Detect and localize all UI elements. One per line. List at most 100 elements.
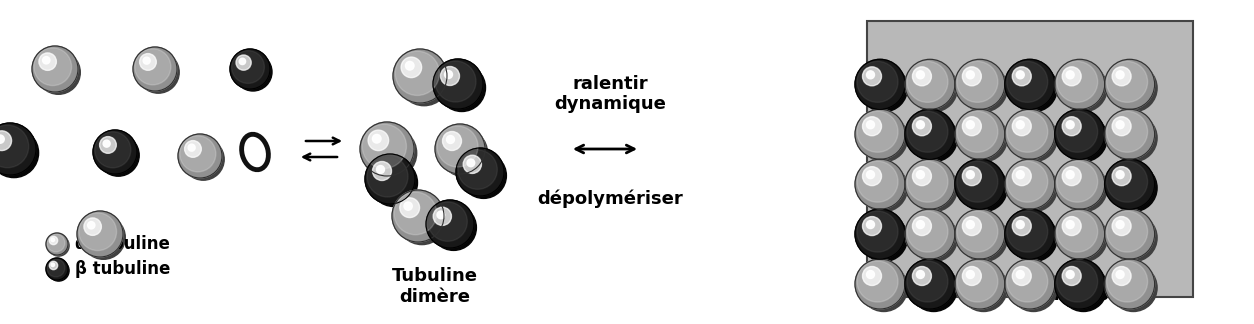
Circle shape [1106,111,1147,152]
Circle shape [913,267,932,285]
Circle shape [917,71,924,79]
Circle shape [959,164,1007,212]
Circle shape [867,121,874,129]
Circle shape [178,134,222,178]
Circle shape [49,236,58,245]
Circle shape [1062,167,1081,186]
Circle shape [436,126,478,167]
Circle shape [957,161,998,202]
Circle shape [1007,61,1048,102]
Circle shape [82,215,125,259]
Circle shape [917,271,924,279]
Circle shape [1012,67,1031,86]
Circle shape [138,52,179,93]
Circle shape [43,57,50,64]
Circle shape [1016,271,1025,279]
Circle shape [954,159,1004,209]
Circle shape [1110,164,1157,212]
Circle shape [907,211,948,252]
Circle shape [1009,164,1057,212]
Circle shape [910,164,957,212]
Circle shape [466,159,475,167]
Circle shape [1105,59,1155,109]
Circle shape [404,202,413,210]
Circle shape [1110,114,1157,162]
Circle shape [1060,64,1107,112]
Circle shape [438,211,445,219]
Circle shape [1112,267,1131,285]
Circle shape [143,57,150,64]
Circle shape [957,61,998,102]
Circle shape [1055,109,1105,159]
Circle shape [0,135,4,143]
Circle shape [1106,261,1147,302]
Circle shape [99,137,117,153]
Circle shape [1110,214,1157,261]
Circle shape [905,209,954,259]
Bar [867,21,1193,297]
Circle shape [863,267,882,285]
Circle shape [1060,164,1107,212]
Circle shape [863,167,882,186]
Text: Tubuline
dimère: Tubuline dimère [393,267,478,306]
Circle shape [398,195,446,245]
Circle shape [370,159,418,206]
Circle shape [0,123,36,175]
Circle shape [962,167,982,186]
Circle shape [103,140,110,147]
Circle shape [905,259,954,309]
Circle shape [1057,61,1097,102]
Circle shape [860,114,908,162]
Circle shape [1112,216,1131,236]
Circle shape [76,211,123,257]
Circle shape [0,128,39,178]
Circle shape [910,114,957,162]
Circle shape [1116,271,1124,279]
Circle shape [39,53,56,70]
Circle shape [438,64,485,111]
Circle shape [1012,167,1031,186]
Circle shape [863,117,882,136]
Circle shape [446,135,454,144]
Circle shape [236,55,251,70]
Circle shape [1016,171,1025,179]
Circle shape [907,111,948,152]
Circle shape [372,161,391,180]
Circle shape [1112,117,1131,136]
Circle shape [1110,264,1157,311]
Circle shape [1004,59,1055,109]
Circle shape [51,238,55,242]
Circle shape [79,213,117,250]
Circle shape [369,130,389,151]
Circle shape [1062,267,1081,285]
Circle shape [1106,161,1147,202]
Circle shape [393,190,444,242]
Circle shape [440,129,488,177]
Circle shape [1057,161,1097,202]
Circle shape [913,117,932,136]
Circle shape [967,71,974,79]
Circle shape [957,261,998,302]
Circle shape [856,161,898,202]
Circle shape [905,59,954,109]
Circle shape [48,235,69,256]
Circle shape [913,167,932,186]
Circle shape [1066,71,1075,79]
Circle shape [84,218,102,235]
Circle shape [1009,214,1057,261]
Circle shape [460,153,507,198]
Circle shape [1105,159,1155,209]
Circle shape [962,267,982,285]
Circle shape [1062,67,1081,86]
Circle shape [393,49,446,103]
Circle shape [400,198,420,217]
Circle shape [46,259,65,277]
Circle shape [1116,121,1124,129]
Circle shape [184,141,202,157]
Circle shape [1066,221,1075,228]
Circle shape [98,134,139,176]
Text: dépolymériser: dépolymériser [537,190,683,208]
Circle shape [1116,221,1124,228]
Circle shape [860,214,908,261]
Circle shape [182,138,224,180]
